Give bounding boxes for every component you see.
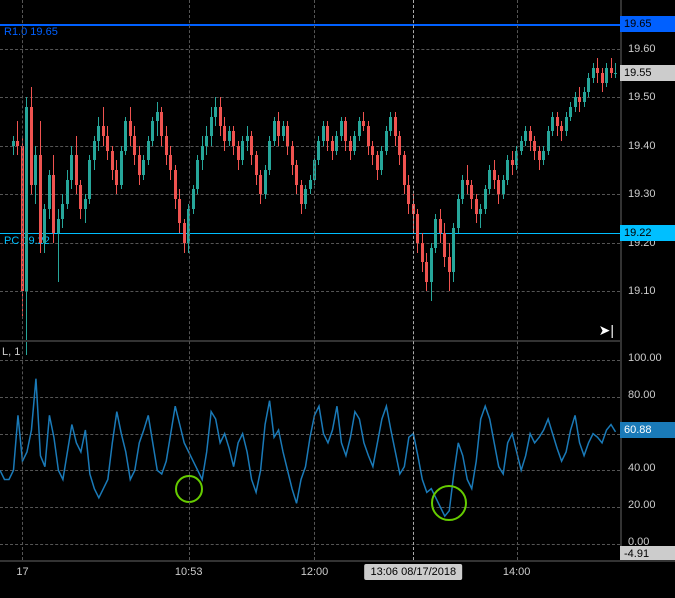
gridline-v: [517, 0, 518, 560]
price-axis-label: 19.30: [628, 188, 656, 200]
indicator-value-tag: 60.88: [620, 422, 675, 438]
indicator-axis-label: 40.00: [628, 462, 656, 474]
price-tag: 19.22: [620, 225, 675, 241]
gridline-v: [22, 0, 23, 560]
time-axis-label: 12:00: [301, 566, 329, 578]
indicator-axis-label: 20.00: [628, 499, 656, 511]
indicator-pane[interactable]: L, 1: [0, 340, 620, 560]
time-axis-label: 14:00: [503, 566, 531, 578]
gridline-v: [189, 0, 190, 560]
indicator-line: [0, 342, 620, 562]
gridline-h: [0, 49, 620, 50]
price-axis-label: 19.10: [628, 285, 656, 297]
crosshair-time-tag: 13:06 08/17/2018: [365, 564, 463, 580]
pivot-line: [0, 24, 620, 26]
price-pane[interactable]: R1.0 19.65PC 19.22➤|: [0, 0, 620, 340]
pivot-label: R1.0 19.65: [4, 26, 58, 38]
time-axis-label: 10:53: [175, 566, 203, 578]
price-axis-label: 19.40: [628, 140, 656, 152]
crosshair-vertical: [413, 0, 414, 560]
time-axis-label: 17: [16, 566, 28, 578]
indicator-axis-label: 80.00: [628, 389, 656, 401]
gridline-h: [0, 243, 620, 244]
pivot-line: [0, 233, 620, 234]
gridline-v: [314, 0, 315, 560]
indicator-axis-label: 100.00: [628, 352, 662, 364]
price-axis-label: 19.60: [628, 43, 656, 55]
price-axis: 19.1019.2019.3019.4019.5019.6019.6519.22…: [620, 0, 675, 560]
time-axis: 17 10:53 12:00 14:00 13:06 08/17/2018: [0, 560, 675, 598]
gridline-h: [0, 97, 620, 98]
price-tag: 19.65: [620, 16, 675, 32]
goto-realtime-icon[interactable]: ➤|: [599, 322, 614, 339]
chart-container: R1.0 19.65PC 19.22➤| L, 1 19.1019.2019.3…: [0, 0, 675, 598]
gridline-h: [0, 291, 620, 292]
gridline-h: [0, 194, 620, 195]
last-price-tag: 19.55: [620, 65, 675, 81]
price-axis-label: 19.50: [628, 91, 656, 103]
